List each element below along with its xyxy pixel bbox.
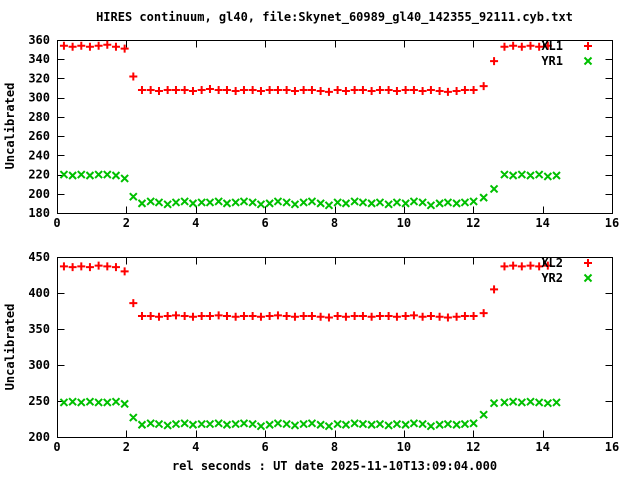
y-axis-label-bottom: Uncalibrated — [3, 303, 17, 391]
y-tick-label: 300 — [28, 358, 50, 372]
y-tick-label: 320 — [28, 71, 50, 85]
y-tick-label: 350 — [28, 322, 50, 336]
legend-marker-YR2 — [583, 273, 593, 283]
tick-labels: 0 2 4 6 8 10 12 14 16 180 200 220 240 260 280 300 320 340… — [28, 33, 619, 230]
y-tick-label: 360 — [28, 33, 50, 47]
axes — [57, 40, 613, 214]
x-tick-label: 2 — [123, 440, 130, 454]
x-tick-label: 10 — [397, 216, 411, 230]
legend-label-XL1: XL1 — [541, 39, 563, 53]
axes — [57, 257, 613, 438]
x-tick-label: 0 — [53, 216, 60, 230]
x-tick-label: 8 — [331, 440, 338, 454]
y-tick-label: 300 — [28, 91, 50, 105]
tick-labels: 0 2 4 6 8 10 12 14 16 200 250 300 350 400 450 — [28, 250, 619, 454]
legend-label-YR1: YR1 — [541, 54, 563, 68]
y-tick-label: 200 — [28, 430, 50, 444]
y-tick-label: 250 — [28, 394, 50, 408]
panel-top: 0 2 4 6 8 10 12 14 16 180 200 220 240 260 280 300 320 340… — [28, 33, 619, 230]
y-tick-label: 400 — [28, 286, 50, 300]
legend-marker-XL1 — [584, 42, 592, 50]
y-tick-label: 180 — [28, 206, 50, 220]
y-tick-label: 200 — [28, 187, 50, 201]
x-tick-label: 6 — [262, 440, 269, 454]
y-tick-label: 450 — [28, 250, 50, 264]
series-YR2-points — [59, 397, 561, 431]
legend-label-YR2: YR2 — [541, 271, 563, 285]
x-tick-label: 16 — [605, 440, 619, 454]
x-tick-label: 16 — [605, 216, 619, 230]
x-tick-label: 12 — [466, 440, 480, 454]
legend-marker-YR1 — [583, 56, 593, 66]
y-tick-label: 340 — [28, 52, 50, 66]
chart-title: HIRES continuum, gl40, file:Skynet_60989… — [96, 10, 573, 24]
y-axis-label-top: Uncalibrated — [3, 82, 17, 170]
series-XL1-points — [59, 40, 552, 96]
y-tick-label: 260 — [28, 129, 50, 143]
legend-label-XL2: XL2 — [541, 256, 563, 270]
x-tick-label: 14 — [535, 216, 549, 230]
y-tick-label: 220 — [28, 168, 50, 182]
x-tick-label: 4 — [192, 440, 199, 454]
x-tick-label: 4 — [192, 216, 199, 230]
x-tick-label: 8 — [331, 216, 338, 230]
x-tick-label: 12 — [466, 216, 480, 230]
x-tick-label: 2 — [123, 216, 130, 230]
x-tick-label: 10 — [397, 440, 411, 454]
legend-marker-XL2 — [584, 259, 592, 267]
x-tick-label: 6 — [262, 216, 269, 230]
x-axis-label: rel seconds : UT date 2025-11-10T13:09:0… — [171, 459, 498, 473]
y-tick-label: 240 — [28, 148, 50, 162]
x-tick-label: 14 — [535, 440, 549, 454]
series-XL2-points — [59, 261, 552, 322]
y-tick-label: 280 — [28, 110, 50, 124]
series-YR1-points — [59, 170, 561, 210]
x-tick-label: 0 — [53, 440, 60, 454]
